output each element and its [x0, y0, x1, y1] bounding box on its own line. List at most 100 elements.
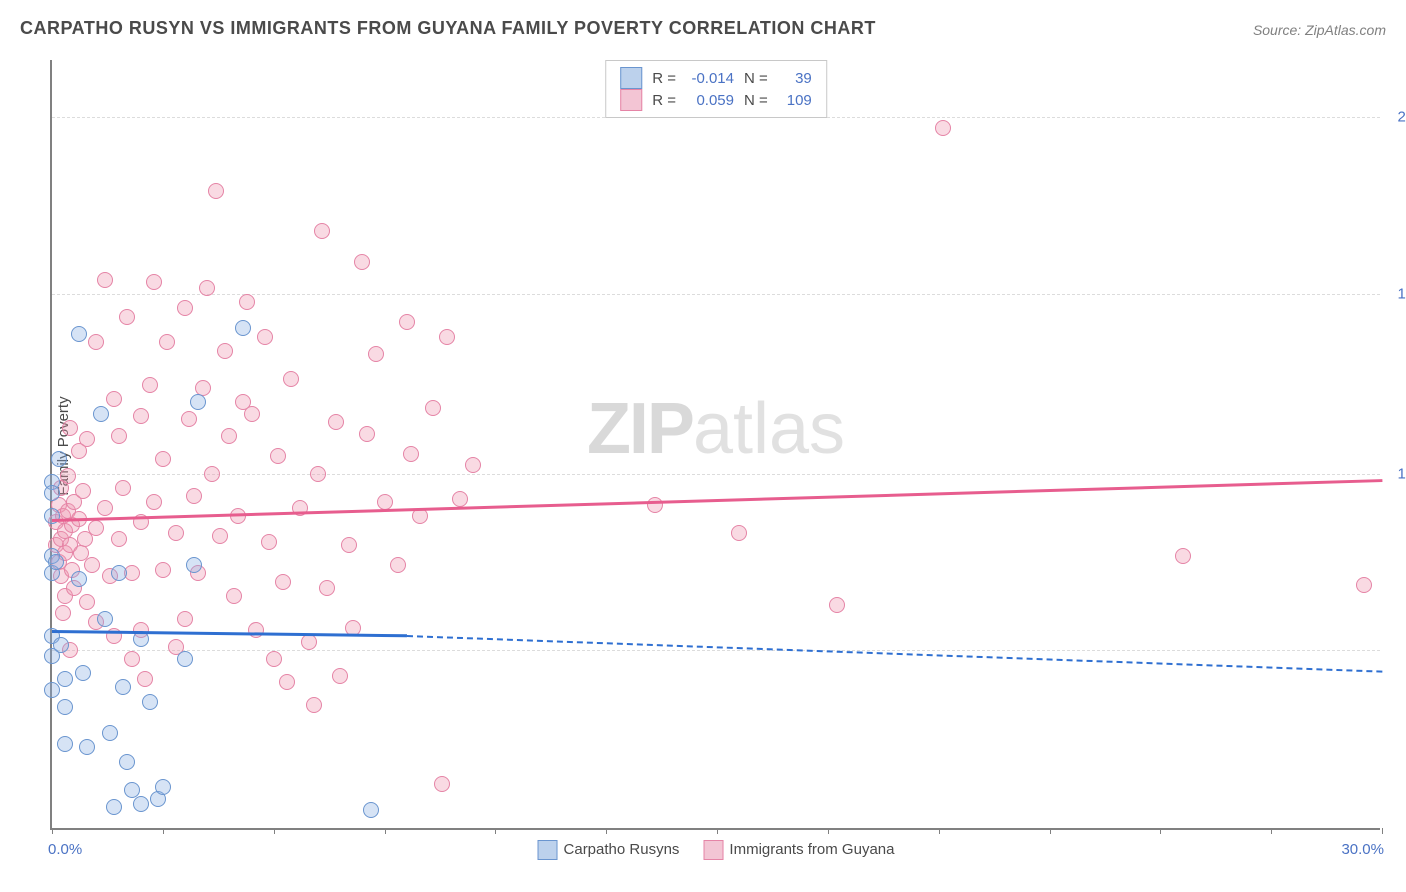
n-label: N =: [744, 70, 768, 87]
scatter-point-b: [399, 314, 415, 330]
scatter-point-b: [226, 588, 242, 604]
scatter-point-a: [57, 699, 73, 715]
scatter-point-b: [97, 500, 113, 516]
x-axis-label: 30.0%: [1341, 841, 1384, 858]
scatter-point-b: [244, 406, 260, 422]
scatter-point-b: [279, 674, 295, 690]
scatter-point-b: [935, 120, 951, 136]
scatter-point-b: [199, 280, 215, 296]
scatter-point-b: [328, 414, 344, 430]
x-tick: [1382, 828, 1383, 834]
scatter-point-b: [261, 534, 277, 550]
scatter-point-b: [275, 574, 291, 590]
trend-line-a-extrapolated: [407, 635, 1382, 673]
legend-swatch-b-icon: [703, 840, 723, 860]
scatter-plot-area: ZIPatlas R = -0.014 N = 39 R = 0.059 N =…: [50, 60, 1380, 830]
scatter-point-b: [177, 611, 193, 627]
scatter-point-b: [159, 334, 175, 350]
scatter-point-a: [79, 739, 95, 755]
scatter-point-b: [111, 428, 127, 444]
scatter-point-b: [146, 494, 162, 510]
legend-row-a: R = -0.014 N = 39: [620, 67, 812, 89]
correlation-legend: R = -0.014 N = 39 R = 0.059 N = 109: [605, 60, 827, 118]
scatter-point-a: [115, 679, 131, 695]
watermark: ZIPatlas: [587, 388, 845, 470]
scatter-point-b: [155, 562, 171, 578]
scatter-point-b: [368, 346, 384, 362]
gridline: [52, 474, 1380, 475]
x-tick: [828, 828, 829, 834]
scatter-point-b: [84, 557, 100, 573]
scatter-point-b: [283, 371, 299, 387]
legend-swatch-a: [620, 67, 642, 89]
source-label: Source: ZipAtlas.com: [1253, 22, 1386, 38]
r-value-b: 0.059: [686, 92, 734, 109]
scatter-point-a: [71, 571, 87, 587]
trend-line-b: [52, 479, 1382, 522]
x-tick: [495, 828, 496, 834]
chart-title: CARPATHO RUSYN VS IMMIGRANTS FROM GUYANA…: [20, 18, 876, 39]
scatter-point-b: [111, 531, 127, 547]
scatter-point-a: [186, 557, 202, 573]
scatter-point-a: [106, 799, 122, 815]
scatter-point-b: [829, 597, 845, 613]
scatter-point-b: [319, 580, 335, 596]
x-tick: [274, 828, 275, 834]
scatter-point-a: [97, 611, 113, 627]
x-tick: [52, 828, 53, 834]
n-value-a: 39: [778, 70, 812, 87]
scatter-point-b: [257, 329, 273, 345]
scatter-point-a: [142, 694, 158, 710]
scatter-point-a: [111, 565, 127, 581]
series-legend: Carpatho Rusyns Immigrants from Guyana: [538, 840, 895, 860]
x-tick: [1050, 828, 1051, 834]
scatter-point-b: [217, 343, 233, 359]
scatter-point-a: [235, 320, 251, 336]
scatter-point-b: [248, 622, 264, 638]
legend-swatch-a-icon: [538, 840, 558, 860]
scatter-point-b: [221, 428, 237, 444]
scatter-point-b: [1356, 577, 1372, 593]
scatter-point-b: [465, 457, 481, 473]
scatter-point-b: [88, 334, 104, 350]
scatter-point-b: [452, 491, 468, 507]
scatter-point-b: [390, 557, 406, 573]
watermark-zip: ZIP: [587, 389, 693, 469]
scatter-point-b: [55, 605, 71, 621]
y-tick-label: 6.3%: [1385, 642, 1406, 659]
scatter-point-a: [48, 554, 64, 570]
scatter-point-b: [359, 426, 375, 442]
x-axis-label: 0.0%: [48, 841, 82, 858]
scatter-point-a: [177, 651, 193, 667]
scatter-point-a: [71, 326, 87, 342]
scatter-point-b: [1175, 548, 1191, 564]
y-tick-label: 25.0%: [1385, 109, 1406, 126]
scatter-point-b: [204, 466, 220, 482]
scatter-point-a: [363, 802, 379, 818]
scatter-point-b: [377, 494, 393, 510]
scatter-point-a: [44, 682, 60, 698]
scatter-point-a: [75, 665, 91, 681]
legend-swatch-b: [620, 89, 642, 111]
scatter-point-b: [239, 294, 255, 310]
scatter-point-a: [119, 754, 135, 770]
scatter-point-b: [124, 651, 140, 667]
n-value-b: 109: [778, 92, 812, 109]
scatter-point-b: [439, 329, 455, 345]
x-tick: [939, 828, 940, 834]
scatter-point-b: [270, 448, 286, 464]
x-tick: [385, 828, 386, 834]
x-tick: [717, 828, 718, 834]
watermark-atlas: atlas: [693, 389, 845, 469]
scatter-point-b: [88, 520, 104, 536]
scatter-point-b: [133, 408, 149, 424]
n-label: N =: [744, 92, 768, 109]
scatter-point-b: [79, 431, 95, 447]
scatter-point-b: [266, 651, 282, 667]
scatter-point-b: [212, 528, 228, 544]
scatter-point-a: [102, 725, 118, 741]
scatter-point-b: [434, 776, 450, 792]
legend-row-b: R = 0.059 N = 109: [620, 89, 812, 111]
scatter-point-b: [106, 391, 122, 407]
scatter-point-a: [93, 406, 109, 422]
